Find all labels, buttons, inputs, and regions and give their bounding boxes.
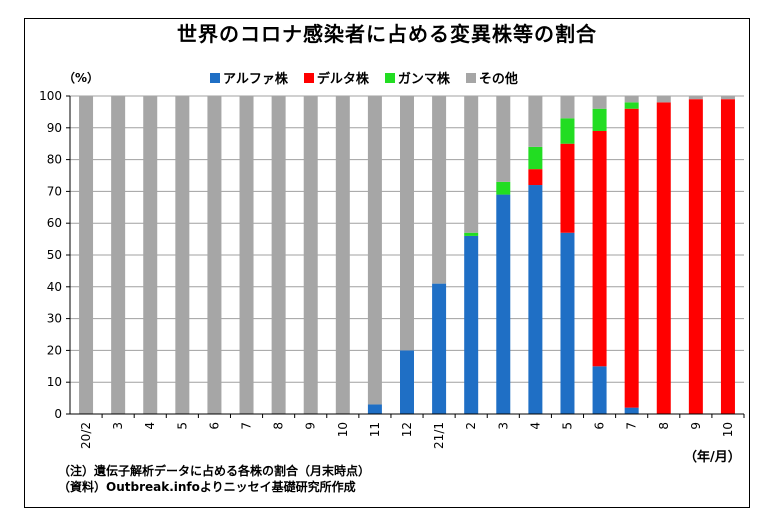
y-tick-label-10: 10: [47, 375, 62, 389]
bar-1-16: [592, 130, 607, 367]
y-tick-label-30: 30: [47, 312, 62, 326]
y-tick-label-40: 40: [47, 280, 62, 294]
bar-2-15: [560, 118, 575, 144]
bar-1-19: [688, 99, 703, 415]
y-tick-label-50: 50: [47, 248, 62, 262]
bar-3-14: [528, 96, 543, 147]
x-tick-label-10: 12: [400, 422, 414, 437]
y-tick-label-70: 70: [47, 184, 62, 198]
x-tick-label-18: 8: [657, 422, 671, 430]
bar-0-17: [624, 407, 639, 414]
x-tick-label-8: 10: [336, 422, 350, 437]
bar-2-16: [592, 108, 607, 131]
bar-3-7: [303, 96, 318, 414]
bar-3-5: [239, 96, 254, 414]
legend-item-delta: デルタ株: [303, 68, 369, 87]
bar-3-13: [496, 96, 511, 182]
legend-item-alpha: アルファ株: [210, 68, 288, 87]
bar-3-0: [79, 96, 94, 414]
bar-3-6: [271, 96, 286, 414]
x-tick-label-16: 6: [593, 422, 607, 430]
footnotes: （注）遺伝子解析データに占める各株の割合（月末時点） （資料）Outbreak.…: [58, 463, 370, 495]
bar-0-9: [367, 404, 382, 414]
bar-2-13: [496, 181, 511, 195]
bar-2-12: [464, 232, 479, 236]
x-axis-unit: （年/月）: [684, 450, 741, 465]
x-tick-label-5: 7: [240, 422, 254, 430]
legend-label-gamma: ガンマ株: [397, 72, 450, 87]
bar-0-10: [400, 350, 414, 414]
legend-swatch-other: [465, 72, 476, 83]
bar-3-16: [592, 96, 607, 109]
y-tick-label-0: 0: [54, 407, 62, 421]
bar-3-10: [400, 96, 414, 351]
x-tick-label-0: 20/2: [79, 422, 93, 449]
legend-swatch-delta: [303, 72, 314, 83]
y-tick-label-60: 60: [47, 216, 62, 230]
bar-3-18: [656, 96, 671, 103]
bars: [79, 96, 735, 415]
bar-1-20: [720, 99, 735, 415]
bar-0-15: [560, 232, 575, 414]
bar-3-20: [720, 96, 735, 100]
x-tick-label-13: 3: [496, 422, 510, 430]
bar-0-13: [496, 194, 511, 414]
x-tick-label-2: 4: [143, 422, 157, 430]
bar-3-2: [143, 96, 158, 414]
y-axis-unit: （%）: [63, 71, 100, 85]
bar-2-17: [624, 102, 639, 109]
bar-3-4: [207, 96, 222, 414]
bar-1-14: [528, 169, 543, 186]
legend-label-other: その他: [478, 72, 518, 87]
bar-3-8: [335, 96, 350, 414]
y-axis: 0 10 20 30 40 50 60 70 80 90 100: [39, 89, 71, 421]
x-tick-label-9: 11: [368, 422, 382, 437]
x-tick-label-11: 21/1: [432, 422, 446, 449]
x-tick-label-1: 3: [111, 422, 125, 430]
y-tick-label-20: 20: [47, 343, 62, 357]
legend-item-other: その他: [465, 68, 518, 87]
x-tick-label-14: 4: [528, 422, 542, 430]
bar-1-17: [624, 108, 639, 408]
bar-3-11: [432, 96, 447, 284]
x-tick-label-20: 10: [721, 422, 735, 437]
bar-0-11: [432, 283, 447, 414]
x-axis: 20/2 3 4 5 6 7 8 9 10 11 12 21/1 2 3 4 5 6 7 8 9 10: [70, 413, 745, 449]
y-tick-label-80: 80: [47, 153, 62, 167]
bar-0-16: [592, 366, 607, 414]
bar-3-19: [688, 96, 703, 100]
bar-0-12: [464, 235, 479, 414]
x-tick-label-17: 7: [625, 422, 639, 430]
x-tick-label-3: 5: [175, 422, 189, 430]
x-tick-label-4: 6: [207, 422, 221, 430]
bar-2-14: [528, 146, 543, 170]
bar-3-3: [175, 96, 190, 414]
chart-title: 世界のコロナ感染者に占める変異株等の割合: [177, 22, 597, 46]
legend-swatch-alpha: [210, 72, 220, 83]
legend-label-alpha: アルファ株: [223, 72, 288, 87]
legend-swatch-gamma: [384, 72, 395, 83]
footnote-note: （注）遺伝子解析データに占める各株の割合（月末時点）: [58, 464, 371, 478]
x-tick-label-19: 9: [689, 422, 703, 430]
y-tick-label-90: 90: [47, 121, 62, 135]
legend-item-gamma: ガンマ株: [384, 68, 450, 87]
bar-1-15: [560, 143, 575, 233]
footnote-source: （資料）Outbreak.infoよりニッセイ基礎研究所作成: [58, 480, 356, 494]
x-tick-label-12: 2: [464, 422, 478, 430]
bar-3-15: [560, 96, 575, 119]
legend-label-delta: デルタ株: [316, 72, 369, 87]
bar-3-1: [111, 96, 126, 414]
bar-3-12: [464, 96, 479, 233]
chart-legend: アルファ株 デルタ株 ガンマ株 その他: [210, 68, 518, 87]
y-tick-label-100: 100: [39, 89, 62, 103]
x-tick-label-15: 5: [560, 422, 574, 430]
bar-0-14: [528, 185, 543, 414]
bar-3-9: [367, 96, 382, 405]
bar-3-17: [624, 96, 639, 103]
bar-1-18: [656, 102, 671, 415]
x-tick-label-7: 9: [304, 422, 318, 430]
x-tick-label-6: 8: [272, 422, 286, 430]
